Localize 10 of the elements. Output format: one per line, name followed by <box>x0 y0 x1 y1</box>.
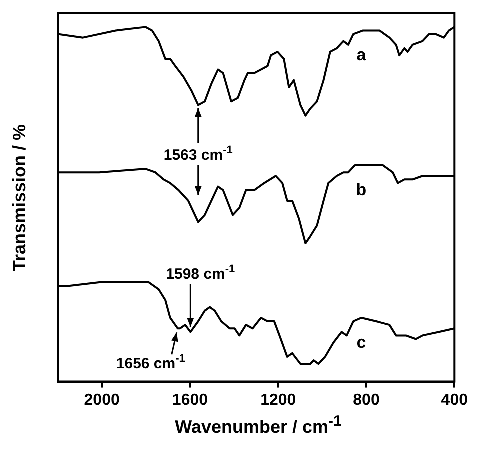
x-tick-label: 2000 <box>84 392 120 409</box>
series-label: c <box>356 332 366 352</box>
x-tick-label: 1200 <box>260 392 296 409</box>
y-axis-title: Transmission / % <box>10 124 30 272</box>
series-label: b <box>356 180 367 200</box>
series-label: a <box>356 46 367 65</box>
x-tick-label: 400 <box>441 392 468 409</box>
x-tick-label: 1600 <box>172 392 208 409</box>
x-axis-title: Wavenumber / cm$^{-1}$ <box>174 413 343 438</box>
x-tick-label: 800 <box>353 392 380 409</box>
